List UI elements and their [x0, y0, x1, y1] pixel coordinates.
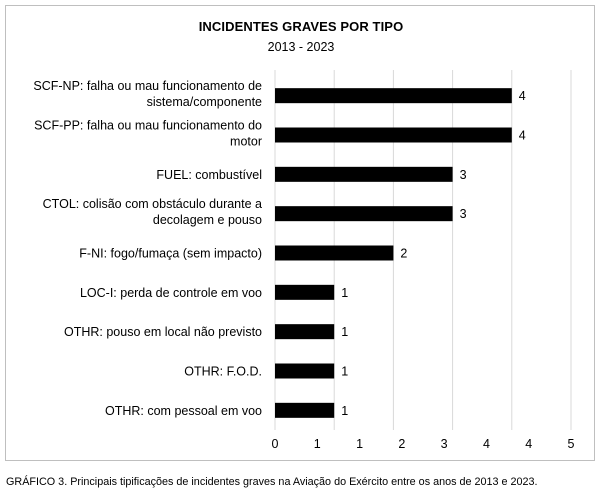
data-label: 4 — [519, 129, 526, 143]
bar-chart: SCF-NP: falha ou mau funcionamento de sis… — [33, 70, 575, 451]
x-tick-label: 4 — [483, 437, 490, 451]
x-tick-label: 4 — [525, 437, 532, 451]
category-label-line: F-NI: fogo/fumaça (sem impacto) — [79, 247, 262, 261]
category-label-line: OTHR: F.O.D. — [184, 365, 262, 379]
bar — [275, 127, 512, 143]
x-axis-ticks: 0 1 1 2 3 4 4 5 — [272, 437, 575, 451]
category-label-line: CTOL: colisão com obstáculo durante a — [43, 197, 262, 211]
bar — [275, 284, 335, 300]
bars — [275, 88, 512, 418]
category-label-line: SCF-NP: falha ou mau funcionamento de — [33, 79, 262, 93]
bar — [275, 363, 335, 379]
category-label: SCF-PP: falha ou mau funcionamento do mot… — [34, 119, 262, 149]
bar — [275, 166, 453, 182]
category-label: LOC-I: perda de controle em voo — [80, 286, 262, 300]
category-label: F-NI: fogo/fumaça (sem impacto) — [79, 247, 262, 261]
bar — [275, 324, 335, 340]
figure-caption: GRÁFICO 3. Principais tipificações de in… — [6, 476, 538, 488]
category-label-line: FUEL: combustível — [156, 168, 262, 182]
category-label: OTHR: pouso em local não previsto — [64, 325, 262, 339]
category-label: SCF-NP: falha ou mau funcionamento de sis… — [33, 79, 262, 109]
category-label: FUEL: combustível — [156, 168, 262, 182]
bar — [275, 88, 512, 104]
x-tick-label: 1 — [314, 437, 321, 451]
category-label-line: SCF-PP: falha ou mau funcionamento do — [34, 119, 262, 133]
category-label: OTHR: com pessoal em voo — [105, 404, 262, 418]
category-label-line: OTHR: com pessoal em voo — [105, 404, 262, 418]
bar — [275, 402, 335, 418]
category-label-line: motor — [230, 135, 262, 149]
x-tick-label: 0 — [272, 437, 279, 451]
category-label-line: OTHR: pouso em local não previsto — [64, 325, 262, 339]
data-label: 4 — [519, 89, 526, 103]
data-label: 1 — [341, 365, 348, 379]
data-label: 3 — [460, 168, 467, 182]
category-label-line: decolagem e pouso — [153, 213, 262, 227]
data-label: 3 — [460, 207, 467, 221]
x-tick-label: 1 — [356, 437, 363, 451]
bar — [275, 206, 453, 222]
data-label: 1 — [341, 286, 348, 300]
category-labels: SCF-NP: falha ou mau funcionamento de sis… — [33, 79, 262, 418]
data-label: 2 — [400, 247, 407, 261]
category-label-line: sistema/componente — [147, 95, 262, 109]
chart-frame — [5, 5, 595, 461]
x-tick-label: 5 — [568, 437, 575, 451]
bar — [275, 245, 394, 261]
x-tick-label: 2 — [398, 437, 405, 451]
data-labels: 4 4 3 3 2 1 1 1 1 — [341, 89, 526, 418]
category-label: CTOL: colisão com obstáculo durante a dec… — [43, 197, 262, 227]
data-label: 1 — [341, 325, 348, 339]
data-label: 1 — [341, 404, 348, 418]
category-label-line: LOC-I: perda de controle em voo — [80, 286, 262, 300]
chart-subtitle: 2013 - 2023 — [267, 40, 335, 54]
category-label: OTHR: F.O.D. — [184, 365, 262, 379]
x-tick-label: 3 — [441, 437, 448, 451]
chart-title: INCIDENTES GRAVES POR TIPO — [198, 19, 404, 34]
